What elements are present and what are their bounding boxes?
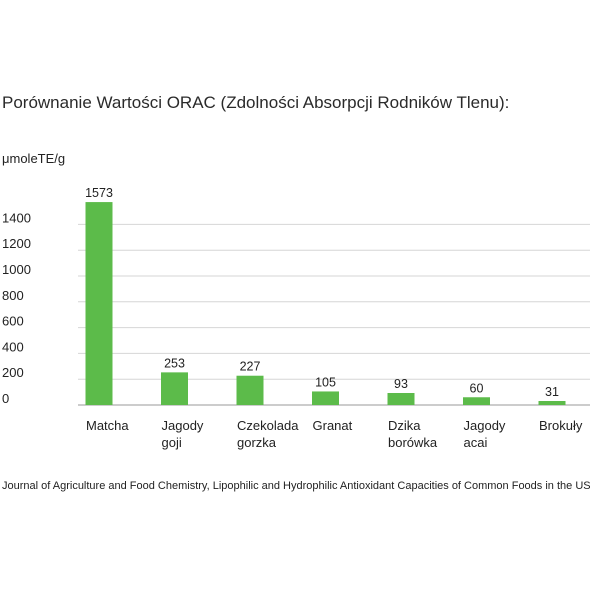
data-label: 105 <box>315 375 336 389</box>
data-label: 93 <box>394 377 408 391</box>
category-label-line: gorzka <box>237 435 277 450</box>
category-label-line: Brokuły <box>539 418 583 433</box>
category-label: Jagody goji <box>162 418 204 450</box>
y-tick-label: 1200 <box>2 236 31 251</box>
bars <box>85 202 566 405</box>
y-tick-label: 600 <box>2 314 24 329</box>
category-label-line: borówka <box>388 435 438 450</box>
category-label: Czekolada gorzka <box>237 418 299 450</box>
category-label: Granat <box>313 418 353 433</box>
y-tick-label: 0 <box>2 391 9 406</box>
y-tick-label: 1000 <box>2 262 31 277</box>
category-label-line: acai <box>464 435 488 450</box>
category-label: Jagody acai <box>464 418 506 450</box>
category-label-line: Granat <box>313 418 353 433</box>
data-label: 253 <box>164 356 185 370</box>
bar <box>538 401 566 405</box>
data-label: 31 <box>545 385 559 399</box>
source-note: Journal of Agriculture and Food Chemistr… <box>2 480 590 492</box>
category-label: Matcha <box>86 418 129 433</box>
category-label: Brokuły <box>539 418 583 433</box>
category-label-line: Jagody <box>464 418 506 433</box>
y-tick-labels: 0 200 400 600 800 1000 1200 1400 <box>2 210 31 406</box>
bar-chart: 0 200 400 600 800 1000 1200 1400 1573 253 227 105 9… <box>2 186 590 450</box>
data-label: 60 <box>470 381 484 395</box>
category-labels: Matcha Jagody goji Czekolada gorzka Granat Dzi… <box>86 418 583 450</box>
bar <box>236 375 264 405</box>
bar <box>463 397 490 405</box>
data-labels: 1573 253 227 105 93 60 31 <box>85 186 559 399</box>
data-label: 227 <box>240 360 261 374</box>
category-label-line: Jagody <box>162 418 204 433</box>
y-tick-label: 800 <box>2 288 24 303</box>
y-tick-label: 200 <box>2 365 24 380</box>
gridlines <box>78 223 590 406</box>
bar <box>85 202 113 405</box>
category-label-line: goji <box>162 435 182 450</box>
y-tick-label: 1400 <box>2 210 31 225</box>
y-axis-label: μmoleTE/g <box>2 151 66 166</box>
category-label: Dzika borówka <box>388 418 438 450</box>
y-tick-label: 400 <box>2 339 24 354</box>
bar <box>161 372 188 405</box>
chart-title: Porównanie Wartości ORAC (Zdolności Abso… <box>2 93 510 112</box>
category-label-line: Dzika <box>388 418 421 433</box>
data-label: 1573 <box>85 186 113 200</box>
bar <box>312 391 339 405</box>
category-label-line: Matcha <box>86 418 129 433</box>
bar <box>387 393 415 405</box>
category-label-line: Czekolada <box>237 418 299 433</box>
